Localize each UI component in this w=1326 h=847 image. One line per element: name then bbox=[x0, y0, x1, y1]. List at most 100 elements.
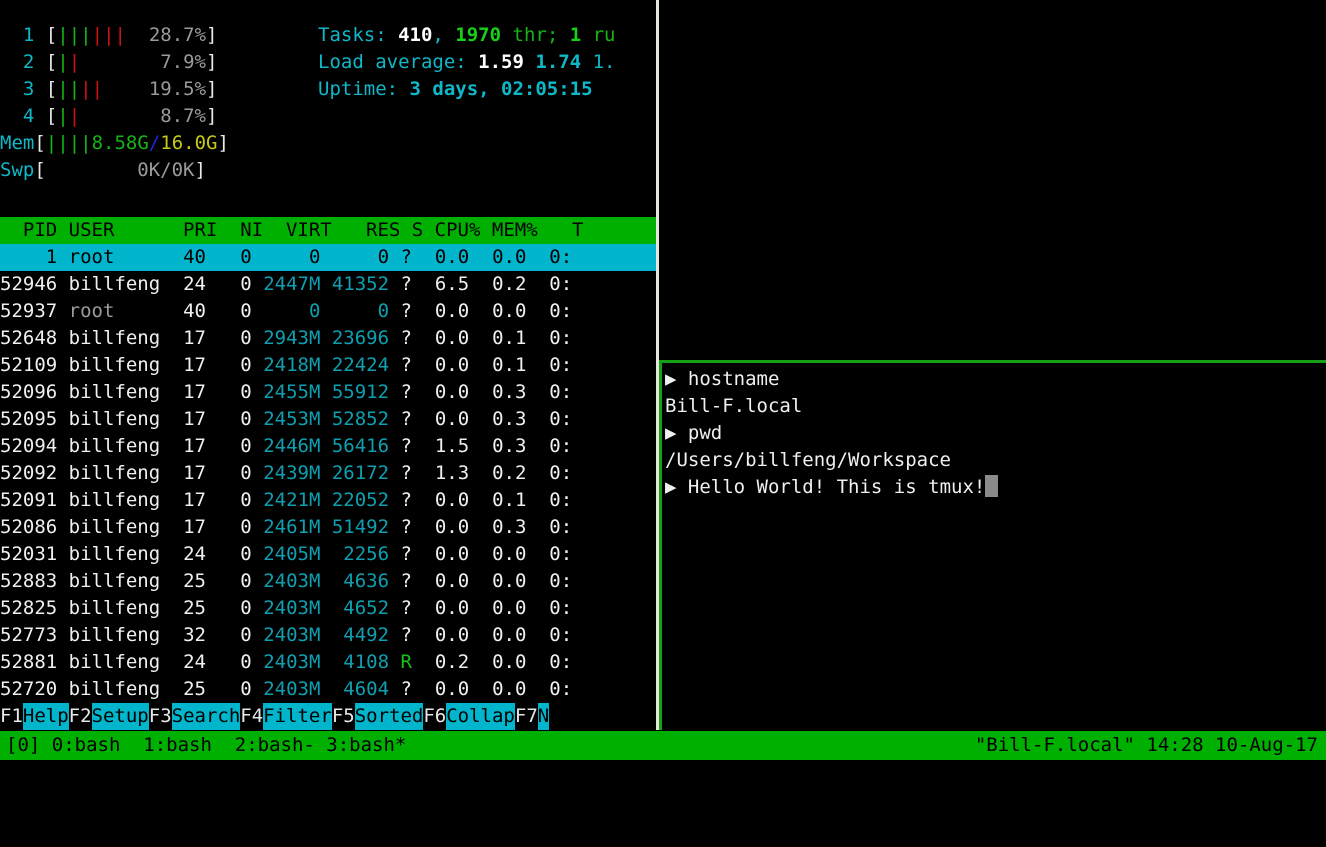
table-row[interactable]: 52648 billfeng 17 0 2943M 23696 ? 0.0 0.… bbox=[0, 325, 656, 352]
htop-pane[interactable]: 1 [|||||| 28.7%] 2 [|| 7.9%] 3 [|||| 19.… bbox=[0, 0, 656, 730]
cell-pri: 40 bbox=[171, 300, 206, 322]
cell-state: ? bbox=[400, 489, 412, 511]
meter-bar-green: | bbox=[68, 132, 81, 154]
fkey-label-f7[interactable]: N bbox=[537, 703, 550, 730]
cell-ni: 0 bbox=[217, 543, 252, 565]
cell-pid: 52720 bbox=[0, 678, 58, 700]
meter-bracket-open: [ bbox=[34, 132, 46, 154]
process-table-body[interactable]: 1 root 40 0 0 0 ? 0.0 0.0 0: 52946 billfe… bbox=[0, 244, 656, 703]
cell-state: ? bbox=[400, 273, 412, 295]
fkey-number-f1[interactable]: F1 bbox=[0, 703, 23, 730]
load-average-line: Load average: 1.59 1.74 1. bbox=[318, 49, 615, 76]
table-row[interactable]: 52825 billfeng 25 0 2403M 4652 ? 0.0 0.0… bbox=[0, 595, 656, 622]
cell-virt: 0 bbox=[263, 300, 321, 322]
fkey-label-f4[interactable]: Filter bbox=[263, 703, 332, 730]
cell-time: 0: bbox=[537, 300, 573, 322]
cell-mem: 0.1 bbox=[480, 489, 527, 511]
cell-ni: 0 bbox=[217, 570, 252, 592]
shell-command-line: ▶ pwd bbox=[665, 420, 1326, 447]
table-row[interactable]: 52091 billfeng 17 0 2421M 22052 ? 0.0 0.… bbox=[0, 487, 656, 514]
cell-pid: 52031 bbox=[0, 543, 58, 565]
cell-state: ? bbox=[400, 354, 412, 376]
htop-process-table[interactable]: PID USER PRI NI VIRT RES S CPU% MEM% T 1… bbox=[0, 217, 656, 703]
text-cursor bbox=[985, 475, 999, 497]
cell-cpu: 0.0 bbox=[423, 489, 470, 511]
cell-virt: 2403M bbox=[263, 651, 321, 673]
cell-user: billfeng bbox=[68, 435, 161, 457]
mem-meter: Mem[||||8.58G/16.0G] bbox=[0, 130, 229, 157]
meter-bracket-close: ] bbox=[206, 78, 218, 100]
cell-time: 0: bbox=[537, 408, 573, 430]
cell-pid: 52086 bbox=[0, 516, 58, 538]
load-average-15min: 1. bbox=[592, 51, 616, 73]
pane-divider-horizontal[interactable] bbox=[659, 360, 1326, 363]
cell-pri: 17 bbox=[171, 516, 206, 538]
cell-user: billfeng bbox=[68, 543, 161, 565]
cell-mem: 0.0 bbox=[480, 570, 527, 592]
cell-ni: 0 bbox=[217, 651, 252, 673]
meter-bar-green: | bbox=[68, 24, 81, 46]
tmux-status-bar[interactable]: [0] 0:bash 1:bash 2:bash- 3:bash* "Bill-… bbox=[0, 731, 1326, 760]
shell-pane[interactable]: ▶ hostname Bill-F.local ▶ pwd/Users/billfe… bbox=[665, 366, 1326, 730]
cell-res: 22052 bbox=[331, 489, 390, 511]
fkey-number-f2[interactable]: F2 bbox=[68, 703, 92, 730]
table-row[interactable]: 52883 billfeng 25 0 2403M 4636 ? 0.0 0.0… bbox=[0, 568, 656, 595]
cell-pid: 52109 bbox=[0, 354, 58, 376]
cell-user: billfeng bbox=[68, 651, 161, 673]
cell-pid: 52096 bbox=[0, 381, 58, 403]
htop-function-key-bar[interactable]: F1Help F2Setup F3SearchF4FilterF5SortedF… bbox=[0, 703, 656, 730]
cell-mem: 0.0 bbox=[480, 624, 527, 646]
fkey-label-f2[interactable]: Setup bbox=[91, 703, 149, 730]
cell-state: ? bbox=[400, 300, 412, 322]
cpu-meter-3: 3 [|||| 19.5%] bbox=[0, 76, 229, 103]
table-row[interactable]: 52946 billfeng 24 0 2447M 41352 ? 6.5 0.… bbox=[0, 271, 656, 298]
cell-user: billfeng bbox=[68, 327, 161, 349]
cell-user: billfeng bbox=[68, 516, 161, 538]
cell-cpu: 0.0 bbox=[423, 381, 470, 403]
cell-pid: 52946 bbox=[0, 273, 58, 295]
fkey-number-f5[interactable]: F5 bbox=[331, 703, 355, 730]
table-row[interactable]: 52094 billfeng 17 0 2446M 56416 ? 1.5 0.… bbox=[0, 433, 656, 460]
cell-pri: 32 bbox=[171, 624, 206, 646]
fkey-label-f3[interactable]: Search bbox=[171, 703, 241, 730]
table-row[interactable]: 52937 root 40 0 0 0 ? 0.0 0.0 0: bbox=[0, 298, 656, 325]
table-row[interactable]: 52092 billfeng 17 0 2439M 26172 ? 1.3 0.… bbox=[0, 460, 656, 487]
fkey-label-f6[interactable]: Collap bbox=[446, 703, 515, 730]
table-row[interactable]: 52096 billfeng 17 0 2455M 55912 ? 0.0 0.… bbox=[0, 379, 656, 406]
clock-pane[interactable] bbox=[661, 0, 1326, 359]
running-count: 1 bbox=[569, 24, 582, 46]
cell-cpu: 0.0 bbox=[423, 516, 470, 538]
fkey-label-f1[interactable]: Help bbox=[22, 703, 69, 730]
cell-time: 0: bbox=[537, 327, 573, 349]
process-table-header: PID USER PRI NI VIRT RES S CPU% MEM% T bbox=[0, 217, 656, 244]
cell-virt: 2403M bbox=[263, 624, 321, 646]
table-row[interactable]: 52086 billfeng 17 0 2461M 51492 ? 0.0 0.… bbox=[0, 514, 656, 541]
cell-time: 0: bbox=[537, 597, 573, 619]
table-row[interactable]: 1 root 40 0 0 0 ? 0.0 0.0 0: bbox=[0, 244, 656, 271]
cell-res: 26172 bbox=[331, 462, 390, 484]
meter-bar-red: | bbox=[68, 51, 81, 73]
table-row[interactable]: 52109 billfeng 17 0 2418M 22424 ? 0.0 0.… bbox=[0, 352, 656, 379]
table-row[interactable]: 52031 billfeng 24 0 2405M 2256 ? 0.0 0.0… bbox=[0, 541, 656, 568]
shell-output-line: Bill-F.local bbox=[665, 393, 1326, 420]
htop-summary: Tasks: 410, 1970 thr; 1 ru Load average: … bbox=[318, 22, 615, 103]
fkey-number-f4[interactable]: F4 bbox=[240, 703, 264, 730]
fkey-number-f6[interactable]: F6 bbox=[423, 703, 447, 730]
cell-pri: 25 bbox=[171, 678, 206, 700]
pane-divider-vertical[interactable] bbox=[656, 0, 659, 730]
fkey-number-f7[interactable]: F7 bbox=[514, 703, 538, 730]
cell-state: ? bbox=[400, 543, 412, 565]
table-row[interactable]: 52773 billfeng 32 0 2403M 4492 ? 0.0 0.0… bbox=[0, 622, 656, 649]
cell-virt: 2455M bbox=[263, 381, 321, 403]
cell-state: ? bbox=[400, 516, 412, 538]
fkey-label-f5[interactable]: Sorted bbox=[354, 703, 424, 730]
table-row[interactable]: 52881 billfeng 24 0 2403M 4108 R 0.2 0.0… bbox=[0, 649, 656, 676]
mem-used-value: 8.58G bbox=[91, 132, 149, 154]
cell-time: 0: bbox=[537, 462, 573, 484]
table-row[interactable]: 52720 billfeng 25 0 2403M 4604 ? 0.0 0.0… bbox=[0, 676, 656, 703]
mem-total-value: 16.0G bbox=[160, 132, 218, 154]
meter-bar-green: | bbox=[80, 24, 92, 46]
table-row[interactable]: 52095 billfeng 17 0 2453M 52852 ? 0.0 0.… bbox=[0, 406, 656, 433]
tmux-window-list[interactable]: [0] 0:bash 1:bash 2:bash- 3:bash* bbox=[6, 734, 407, 756]
fkey-number-f3[interactable]: F3 bbox=[148, 703, 172, 730]
